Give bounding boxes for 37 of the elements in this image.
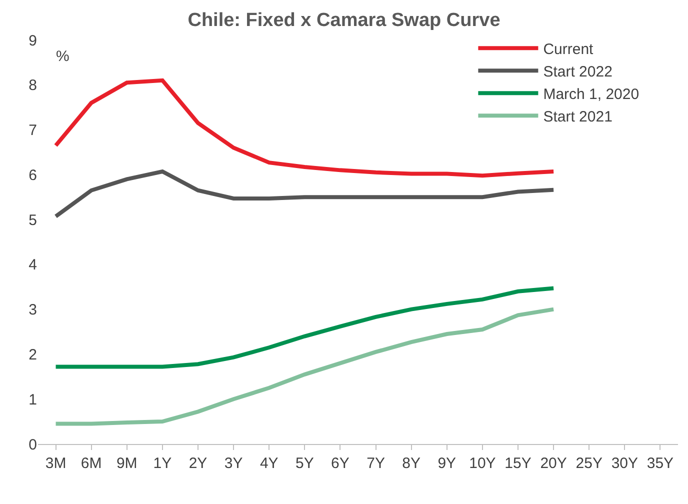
x-tick-label: 6M bbox=[80, 455, 102, 472]
x-tick-label: 9Y bbox=[438, 455, 456, 472]
legend-label: Start 2021 bbox=[543, 108, 612, 126]
y-tick-label: 5 bbox=[28, 212, 37, 229]
y-axis-title: % bbox=[56, 48, 70, 65]
x-tick-label: 1Y bbox=[153, 455, 172, 472]
y-tick-label: 0 bbox=[28, 436, 37, 454]
y-tick-label: 9 bbox=[28, 32, 37, 50]
x-tick-label: 30Y bbox=[611, 455, 638, 472]
y-tick-label: 7 bbox=[28, 122, 37, 140]
legend-label: March 1, 2020 bbox=[543, 86, 640, 104]
y-tick-label: 6 bbox=[28, 166, 37, 184]
x-tick-label: 20Y bbox=[540, 455, 567, 472]
y-tick-label: 3 bbox=[28, 302, 37, 319]
x-tick-label: 8Y bbox=[402, 455, 421, 472]
x-tick-label: 9M bbox=[116, 455, 138, 472]
x-tick-label: 2Y bbox=[188, 455, 208, 472]
x-tick-label: 35Y bbox=[646, 455, 674, 472]
y-tick-label: 8 bbox=[28, 77, 37, 94]
x-tick-label: 3Y bbox=[224, 455, 243, 472]
x-tick-label: 15Y bbox=[504, 455, 532, 472]
legend-label: Current bbox=[543, 41, 594, 58]
x-tick-label: 7Y bbox=[366, 455, 385, 472]
y-tick-label: 4 bbox=[28, 256, 37, 274]
x-tick-label: 10Y bbox=[469, 455, 496, 472]
line-series bbox=[54, 307, 556, 426]
legend-label: Start 2022 bbox=[543, 64, 612, 81]
chart-title: Chile: Fixed x Camara Swap Curve bbox=[188, 10, 500, 31]
line-series bbox=[54, 286, 556, 369]
x-tick-label: 5Y bbox=[295, 455, 314, 472]
x-tick-label: 25Y bbox=[576, 455, 602, 472]
x-tick-label: 3M bbox=[45, 455, 66, 472]
y-tick-label: 2 bbox=[28, 346, 37, 364]
y-tick-label: 1 bbox=[28, 391, 37, 408]
x-tick-label: 4Y bbox=[260, 455, 278, 472]
x-tick-label: 6Y bbox=[331, 455, 350, 472]
line-series bbox=[54, 170, 556, 218]
